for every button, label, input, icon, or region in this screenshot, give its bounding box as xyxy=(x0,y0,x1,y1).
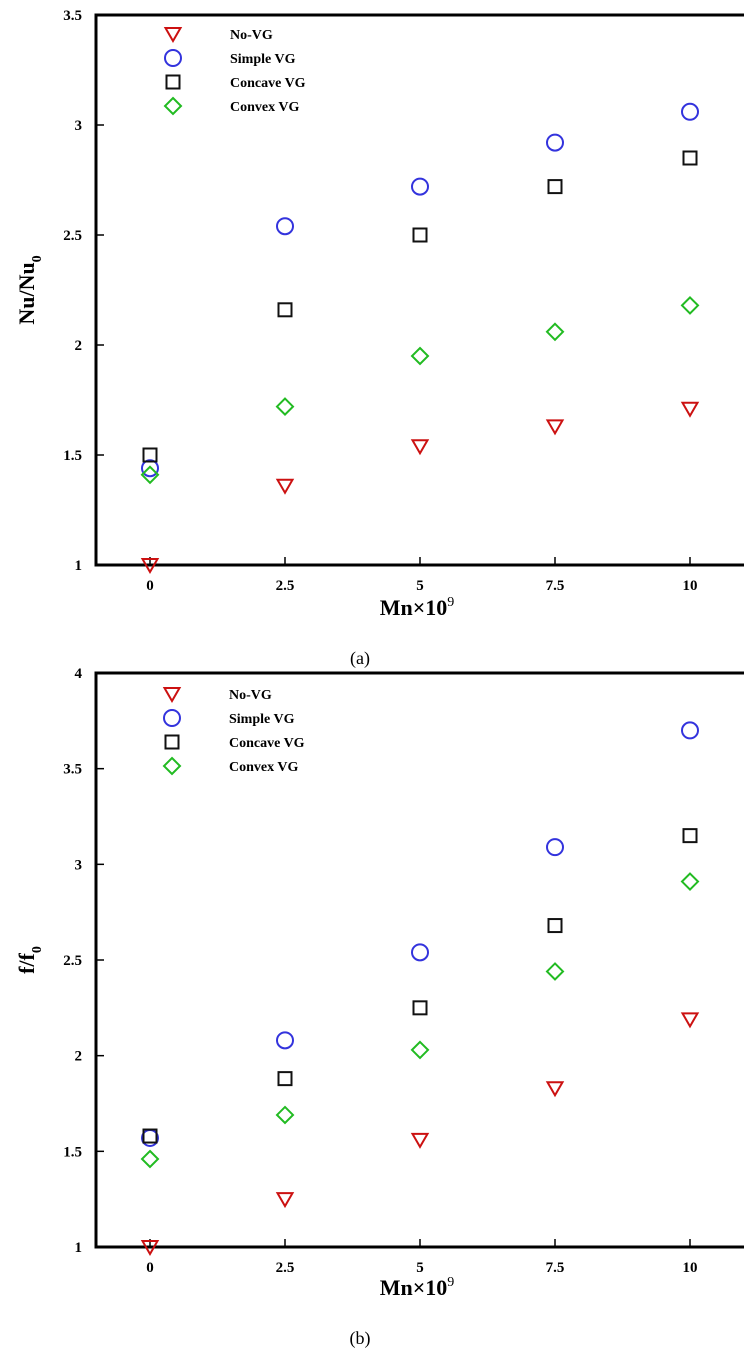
y-axis-title: Nu/Nu0 xyxy=(14,255,45,324)
series-simple-vg xyxy=(141,721,699,1147)
data-point xyxy=(681,721,699,740)
data-point xyxy=(412,227,428,243)
data-point xyxy=(140,1149,160,1169)
panel-caption: (a) xyxy=(350,648,370,669)
data-point xyxy=(410,439,430,456)
y-tick-label: 1 xyxy=(75,1240,83,1256)
x-tick-label: 0 xyxy=(146,578,154,594)
panel-caption: (b) xyxy=(350,1328,371,1349)
data-point xyxy=(410,346,430,366)
y-tick-label: 2.5 xyxy=(63,953,82,969)
legend-marker xyxy=(163,96,183,116)
data-point xyxy=(276,217,294,236)
x-axis-title: Mn×109 xyxy=(380,595,455,620)
data-point xyxy=(275,1192,295,1209)
legend-label: No-VG xyxy=(229,688,272,703)
x-tick-label: 7.5 xyxy=(546,1260,565,1276)
y-axis-title: f/f0 xyxy=(14,946,45,974)
series-concave-vg xyxy=(142,150,698,463)
data-point xyxy=(410,1132,430,1149)
series-simple-vg xyxy=(141,102,699,478)
data-point xyxy=(142,447,158,463)
data-point xyxy=(276,1031,294,1050)
legend-label: Simple VG xyxy=(230,52,296,67)
data-point xyxy=(411,943,429,962)
x-axis-title: Mn×109 xyxy=(380,1275,455,1300)
plot-frame xyxy=(94,13,744,567)
data-point xyxy=(140,1240,160,1257)
series-convex-vg xyxy=(140,295,700,485)
data-point xyxy=(545,419,565,436)
x-tick-label: 10 xyxy=(683,578,698,594)
legend-label: Convex VG xyxy=(229,760,298,775)
data-point xyxy=(546,838,564,857)
y-tick-label: 3 xyxy=(75,118,83,134)
data-point xyxy=(545,1081,565,1098)
data-point xyxy=(411,177,429,196)
x-tick-label: 5 xyxy=(416,578,424,594)
legend-marker xyxy=(164,734,180,750)
data-point xyxy=(410,1040,430,1060)
data-point xyxy=(680,872,700,891)
data-point xyxy=(140,558,160,575)
data-point xyxy=(680,1012,700,1029)
data-point xyxy=(142,1128,158,1144)
legend-label: No-VG xyxy=(230,28,273,43)
data-point xyxy=(277,302,293,318)
y-tick-label: 2.5 xyxy=(63,228,82,244)
data-point xyxy=(545,322,565,342)
legend-marker xyxy=(162,756,182,776)
legend-marker xyxy=(163,709,181,727)
data-point xyxy=(680,401,700,418)
y-tick-label: 3 xyxy=(75,857,83,873)
legend-label: Concave VG xyxy=(230,76,306,91)
data-point xyxy=(277,1071,293,1087)
data-point xyxy=(275,478,295,495)
chart-panel-a: 1 1.5 2 2.5 3 3.5 0 2.5 5 7.5 10 Mn×109 Nu/Nu0 No-VG S… xyxy=(14,8,744,669)
y-tick-label: 1 xyxy=(75,558,83,574)
data-point xyxy=(547,179,563,195)
data-point xyxy=(681,102,699,121)
y-tick-label: 2 xyxy=(75,1049,83,1065)
data-point xyxy=(140,465,160,485)
x-tick-label: 0 xyxy=(146,1260,154,1276)
data-point xyxy=(547,918,563,934)
data-point xyxy=(141,459,159,478)
series-concave-vg xyxy=(142,828,698,1144)
data-point xyxy=(412,1000,428,1016)
x-tick-label: 7.5 xyxy=(546,578,565,594)
data-point xyxy=(546,133,564,152)
series-no-vg xyxy=(140,401,700,575)
y-tick-label: 1.5 xyxy=(63,1144,82,1160)
x-tick-label: 5 xyxy=(416,1260,424,1276)
series-convex-vg xyxy=(140,872,700,1169)
data-point xyxy=(682,828,698,844)
y-tick-label: 4 xyxy=(75,666,83,682)
legend-label: Convex VG xyxy=(230,100,299,115)
series-no-vg xyxy=(140,1012,700,1257)
legend: No-VG Simple VG Concave VG Convex VG xyxy=(163,27,306,116)
y-tick-label: 3.5 xyxy=(63,8,82,24)
legend-marker xyxy=(165,74,181,90)
legend: No-VG Simple VG Concave VG Convex VG xyxy=(162,687,305,776)
legend-marker xyxy=(162,687,182,704)
chart-panel-b: 1 1.5 2 2.5 3 3.5 4 0 2.5 5 7.5 10 Mn×109 f/f0 No-VG Si… xyxy=(14,666,744,1349)
x-tick-label: 10 xyxy=(683,1260,698,1276)
data-point xyxy=(680,295,700,315)
legend-marker xyxy=(164,49,182,67)
data-point xyxy=(275,397,295,417)
x-tick-label: 2.5 xyxy=(276,578,295,594)
legend-label: Simple VG xyxy=(229,712,295,727)
y-tick-label: 2 xyxy=(75,338,83,354)
data-point xyxy=(545,962,565,981)
data-point xyxy=(275,1105,295,1125)
y-tick-label: 3.5 xyxy=(63,762,82,778)
data-point xyxy=(682,150,698,166)
x-tick-label: 2.5 xyxy=(276,1260,295,1276)
legend-label: Concave VG xyxy=(229,736,305,751)
legend-marker xyxy=(163,27,183,44)
y-tick-label: 1.5 xyxy=(63,448,82,464)
